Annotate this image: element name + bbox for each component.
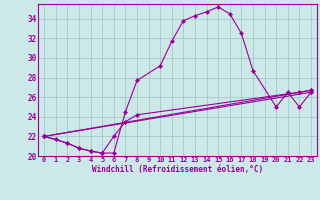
X-axis label: Windchill (Refroidissement éolien,°C): Windchill (Refroidissement éolien,°C) bbox=[92, 165, 263, 174]
